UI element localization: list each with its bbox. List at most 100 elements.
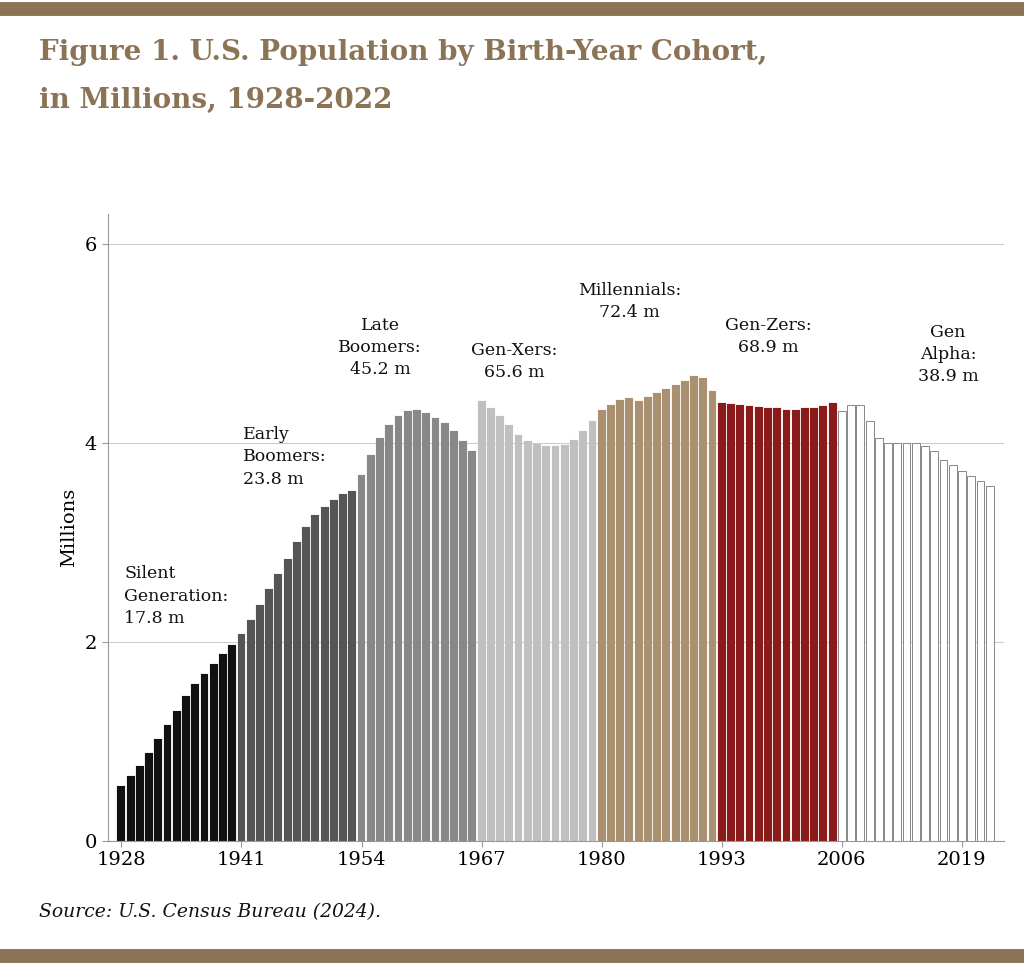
Bar <box>607 405 614 841</box>
Bar <box>589 421 596 841</box>
Text: Late
Boomers:
45.2 m: Late Boomers: 45.2 m <box>338 317 422 378</box>
Bar <box>376 438 384 841</box>
Bar <box>515 435 522 841</box>
Bar <box>524 441 531 841</box>
Bar <box>874 438 883 841</box>
Bar <box>626 398 633 841</box>
Bar <box>856 405 864 841</box>
Bar <box>672 385 680 841</box>
Bar <box>497 415 504 841</box>
Bar <box>302 527 310 841</box>
Text: Source: U.S. Census Bureau (2024).: Source: U.S. Census Bureau (2024). <box>39 902 381 921</box>
Bar <box>819 406 827 841</box>
Bar <box>339 495 347 841</box>
Bar <box>219 654 227 841</box>
Text: Millennials:
72.4 m: Millennials: 72.4 m <box>578 282 681 321</box>
Bar <box>709 391 717 841</box>
Bar <box>681 381 689 841</box>
Bar <box>552 445 559 841</box>
Bar <box>191 684 200 841</box>
Bar <box>127 776 134 841</box>
Bar <box>736 405 744 841</box>
Bar <box>321 507 329 841</box>
Bar <box>136 766 143 841</box>
Bar <box>653 393 662 841</box>
Bar <box>182 696 190 841</box>
Bar <box>164 725 171 841</box>
Bar <box>450 431 458 841</box>
Bar <box>977 481 984 841</box>
Bar <box>228 645 237 841</box>
Bar <box>431 418 439 841</box>
Bar <box>534 443 541 841</box>
Bar <box>986 486 993 841</box>
Text: Gen-Zers:
68.9 m: Gen-Zers: 68.9 m <box>725 317 811 357</box>
Text: Silent
Generation:
17.8 m: Silent Generation: 17.8 m <box>124 565 228 627</box>
Bar <box>810 408 818 841</box>
Bar <box>884 442 892 841</box>
Bar <box>828 403 837 841</box>
Bar <box>635 401 643 841</box>
Bar <box>745 406 754 841</box>
Bar <box>385 425 393 841</box>
Bar <box>755 407 763 841</box>
Bar <box>968 475 975 841</box>
Bar <box>413 410 421 841</box>
Bar <box>561 444 568 841</box>
Bar <box>468 451 476 841</box>
Bar <box>265 589 273 841</box>
Bar <box>801 408 809 841</box>
Bar <box>293 542 301 841</box>
Bar <box>238 633 246 841</box>
Bar <box>690 376 698 841</box>
Bar <box>838 411 846 841</box>
Bar <box>570 440 578 841</box>
Bar <box>958 470 966 841</box>
Bar <box>394 415 402 841</box>
Text: Gen-Xers:
65.6 m: Gen-Xers: 65.6 m <box>471 342 557 381</box>
Bar <box>773 408 781 841</box>
Bar <box>893 442 901 841</box>
Bar <box>284 559 292 841</box>
Bar <box>782 410 791 841</box>
Text: in Millions, 1928-2022: in Millions, 1928-2022 <box>39 87 392 114</box>
Bar <box>210 663 218 841</box>
Bar <box>311 516 319 841</box>
Bar <box>440 423 449 841</box>
Bar <box>247 620 255 841</box>
Bar <box>663 389 671 841</box>
Bar <box>847 405 855 841</box>
Bar <box>330 500 338 841</box>
Bar <box>718 403 726 841</box>
Text: Gen
Alpha:
38.9 m: Gen Alpha: 38.9 m <box>918 324 979 385</box>
Bar <box>616 400 624 841</box>
Bar <box>598 410 605 841</box>
Bar <box>699 378 708 841</box>
Bar <box>422 413 430 841</box>
Bar <box>348 491 356 841</box>
Bar <box>921 445 929 841</box>
Bar <box>274 574 283 841</box>
Bar <box>487 408 495 841</box>
Bar <box>173 711 180 841</box>
Text: Figure 1. U.S. Population by Birth-Year Cohort,: Figure 1. U.S. Population by Birth-Year … <box>39 39 767 66</box>
Bar <box>367 455 375 841</box>
Bar <box>940 460 947 841</box>
Bar <box>949 465 956 841</box>
Bar <box>155 739 162 841</box>
Bar <box>865 421 873 841</box>
Bar <box>118 786 125 841</box>
Y-axis label: Millions: Millions <box>59 488 78 567</box>
Bar <box>478 401 485 841</box>
Bar <box>902 442 910 841</box>
Bar <box>506 425 513 841</box>
Bar <box>764 408 772 841</box>
Bar <box>727 404 735 841</box>
Bar <box>792 410 800 841</box>
Bar <box>459 441 467 841</box>
Bar <box>256 604 264 841</box>
Bar <box>403 411 412 841</box>
Bar <box>580 431 587 841</box>
Bar <box>357 474 366 841</box>
Bar <box>145 753 153 841</box>
